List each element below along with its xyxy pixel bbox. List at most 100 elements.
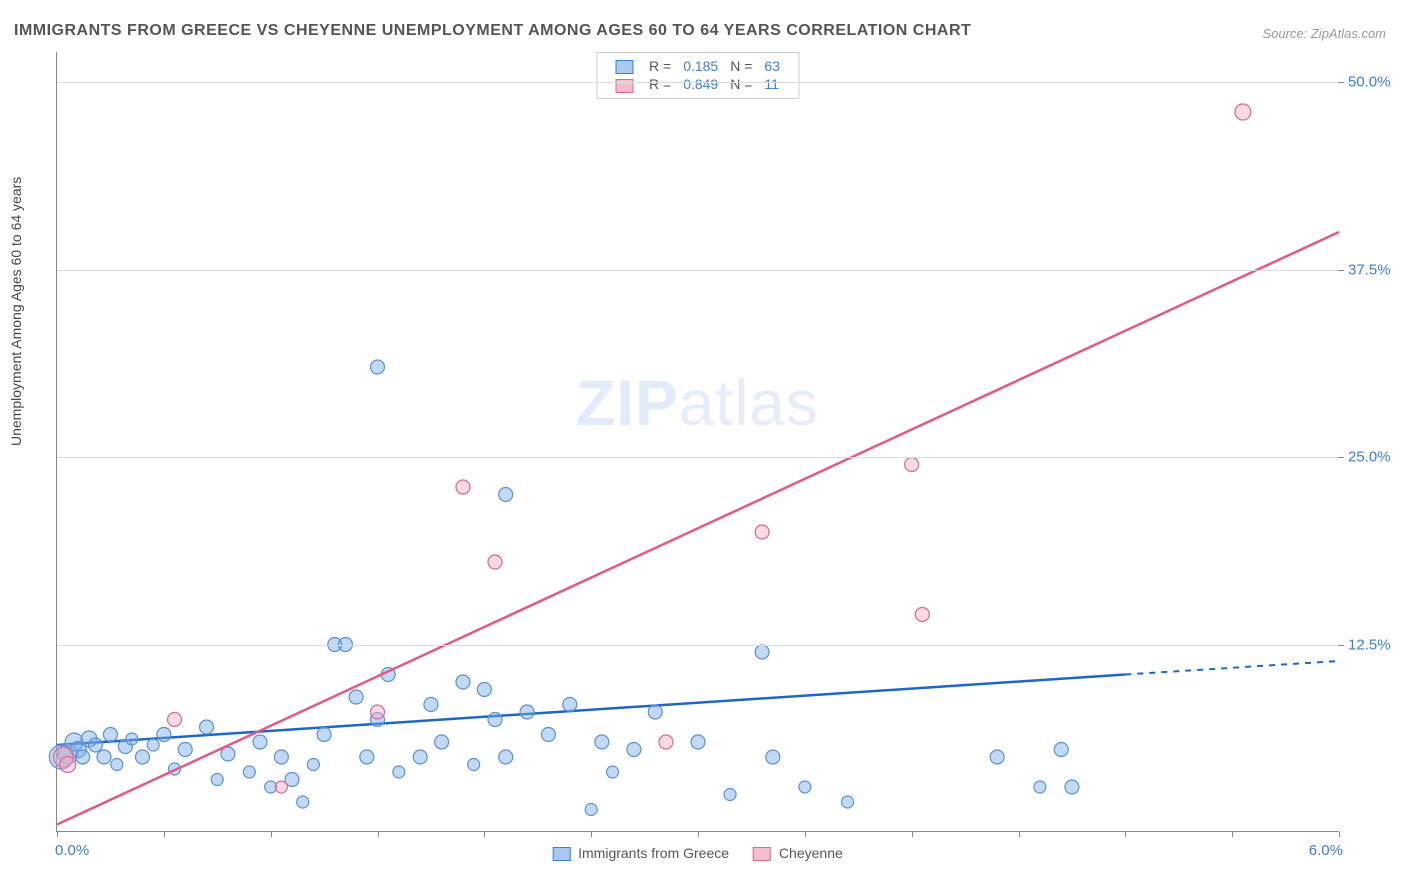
tick-bottom (805, 831, 806, 837)
data-point-greece (477, 683, 491, 697)
data-point-greece (274, 750, 288, 764)
data-point-greece (371, 360, 385, 374)
data-point-greece (990, 750, 1004, 764)
legend-n-label: N = (724, 57, 758, 75)
data-point-greece (88, 738, 102, 752)
legend-series-item: Cheyenne (753, 845, 843, 861)
data-point-greece (424, 698, 438, 712)
tick-bottom (912, 831, 913, 837)
data-point-greece (1054, 743, 1068, 757)
trend-line-dash-greece (1125, 661, 1339, 675)
legend-r-label: R = (643, 57, 677, 75)
tick-bottom (164, 831, 165, 837)
tick-bottom (1019, 831, 1020, 837)
data-point-cheyenne (371, 705, 385, 719)
data-point-greece (1065, 780, 1079, 794)
data-point-greece (691, 735, 705, 749)
data-point-greece (842, 796, 854, 808)
data-point-cheyenne (456, 480, 470, 494)
data-point-greece (200, 720, 214, 734)
trend-line-greece (57, 675, 1125, 746)
tick-bottom (1232, 831, 1233, 837)
data-point-greece (724, 789, 736, 801)
data-point-greece (126, 733, 138, 745)
source-attribution: Source: ZipAtlas.com (1262, 26, 1386, 41)
legend-r-value: 0.185 (677, 57, 724, 75)
data-point-greece (627, 743, 641, 757)
legend-swatch (753, 847, 771, 861)
data-point-greece (595, 735, 609, 749)
tick-bottom (271, 831, 272, 837)
data-point-greece (111, 759, 123, 771)
data-point-greece (349, 690, 363, 704)
data-point-cheyenne (755, 525, 769, 539)
tick-right (1338, 645, 1344, 646)
data-point-cheyenne (60, 757, 76, 773)
data-point-greece (435, 735, 449, 749)
tick-bottom (378, 831, 379, 837)
tick-bottom (698, 831, 699, 837)
tick-bottom (484, 831, 485, 837)
legend-swatch (615, 79, 633, 93)
data-point-greece (360, 750, 374, 764)
data-point-greece (541, 728, 555, 742)
data-point-cheyenne (905, 458, 919, 472)
data-point-cheyenne (488, 555, 502, 569)
data-point-greece (755, 645, 769, 659)
legend-r-value: 0.849 (677, 75, 724, 93)
legend-swatch (552, 847, 570, 861)
data-point-greece (1034, 781, 1046, 793)
data-point-greece (799, 781, 811, 793)
data-point-cheyenne (275, 781, 287, 793)
tick-right (1338, 82, 1344, 83)
data-point-cheyenne (915, 608, 929, 622)
data-point-greece (157, 728, 171, 742)
legend-n-value: 11 (758, 75, 786, 93)
data-point-greece (317, 728, 331, 742)
gridline-h (57, 270, 1338, 271)
gridline-h (57, 82, 1338, 83)
legend-n-value: 63 (758, 57, 786, 75)
tick-bottom (1339, 831, 1340, 837)
gridline-h (57, 457, 1338, 458)
y-tick-label: 12.5% (1348, 636, 1406, 653)
data-point-greece (393, 766, 405, 778)
y-axis-title: Unemployment Among Ages 60 to 64 years (8, 177, 24, 446)
data-point-cheyenne (168, 713, 182, 727)
data-point-greece (97, 750, 111, 764)
legend-series-label: Cheyenne (779, 845, 843, 861)
legend-row: R =0.185N =63 (609, 57, 786, 75)
data-point-greece (147, 739, 159, 751)
data-point-greece (135, 750, 149, 764)
plot-area: ZIPatlas R =0.185N =63R =0.849N =11 0.0%… (56, 52, 1338, 832)
data-point-greece (468, 759, 480, 771)
tick-bottom (591, 831, 592, 837)
data-point-greece (297, 796, 309, 808)
y-tick-label: 50.0% (1348, 74, 1406, 91)
data-point-greece (499, 488, 513, 502)
gridline-h (57, 645, 1338, 646)
data-point-greece (585, 804, 597, 816)
data-point-greece (766, 750, 780, 764)
data-point-greece (76, 750, 90, 764)
data-point-greece (648, 705, 662, 719)
x-axis-origin-label: 0.0% (55, 842, 89, 859)
data-point-greece (103, 728, 117, 742)
legend-correlation: R =0.185N =63R =0.849N =11 (596, 52, 799, 99)
data-point-greece (253, 735, 267, 749)
y-tick-label: 37.5% (1348, 261, 1406, 278)
data-point-cheyenne (659, 735, 673, 749)
tick-right (1338, 457, 1344, 458)
legend-series-item: Immigrants from Greece (552, 845, 729, 861)
data-point-greece (499, 750, 513, 764)
data-point-greece (178, 743, 192, 757)
data-point-greece (563, 698, 577, 712)
tick-bottom (1125, 831, 1126, 837)
legend-swatch (615, 60, 633, 74)
tick-bottom (57, 831, 58, 837)
data-point-cheyenne (1235, 104, 1251, 120)
data-point-greece (307, 759, 319, 771)
data-point-greece (243, 766, 255, 778)
data-point-greece (520, 705, 534, 719)
chart-svg (57, 52, 1338, 831)
